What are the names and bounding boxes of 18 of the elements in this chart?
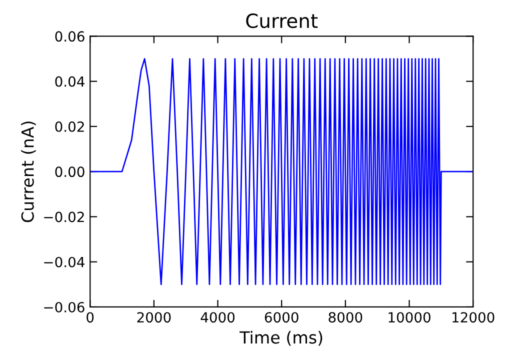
y-tick-label: 0.00 (55, 166, 84, 178)
y-tick-label: −0.06 (44, 302, 84, 312)
x-axis-title: Time (ms) (240, 330, 322, 346)
y-tick-label: −0.04 (44, 256, 84, 268)
y-tick-label: 0.04 (55, 76, 84, 87)
x-tick-label: 12000 (452, 312, 494, 323)
x-tick-label: 4000 (200, 312, 235, 323)
x-tick-label: 10000 (388, 312, 430, 323)
x-tick-label: 8000 (328, 312, 362, 323)
y-tick-label: 0.02 (55, 121, 84, 132)
y-axis-title: Current (nA) (21, 122, 36, 222)
y-tick-label: 0.06 (55, 31, 84, 42)
line-series (90, 58, 474, 286)
x-tick-label: 6000 (264, 312, 298, 323)
x-tick-label: 0 (86, 312, 94, 323)
x-tick-label: 2000 (137, 312, 171, 323)
y-tick-label: −0.02 (44, 212, 84, 222)
chart-title: Current (246, 13, 318, 28)
